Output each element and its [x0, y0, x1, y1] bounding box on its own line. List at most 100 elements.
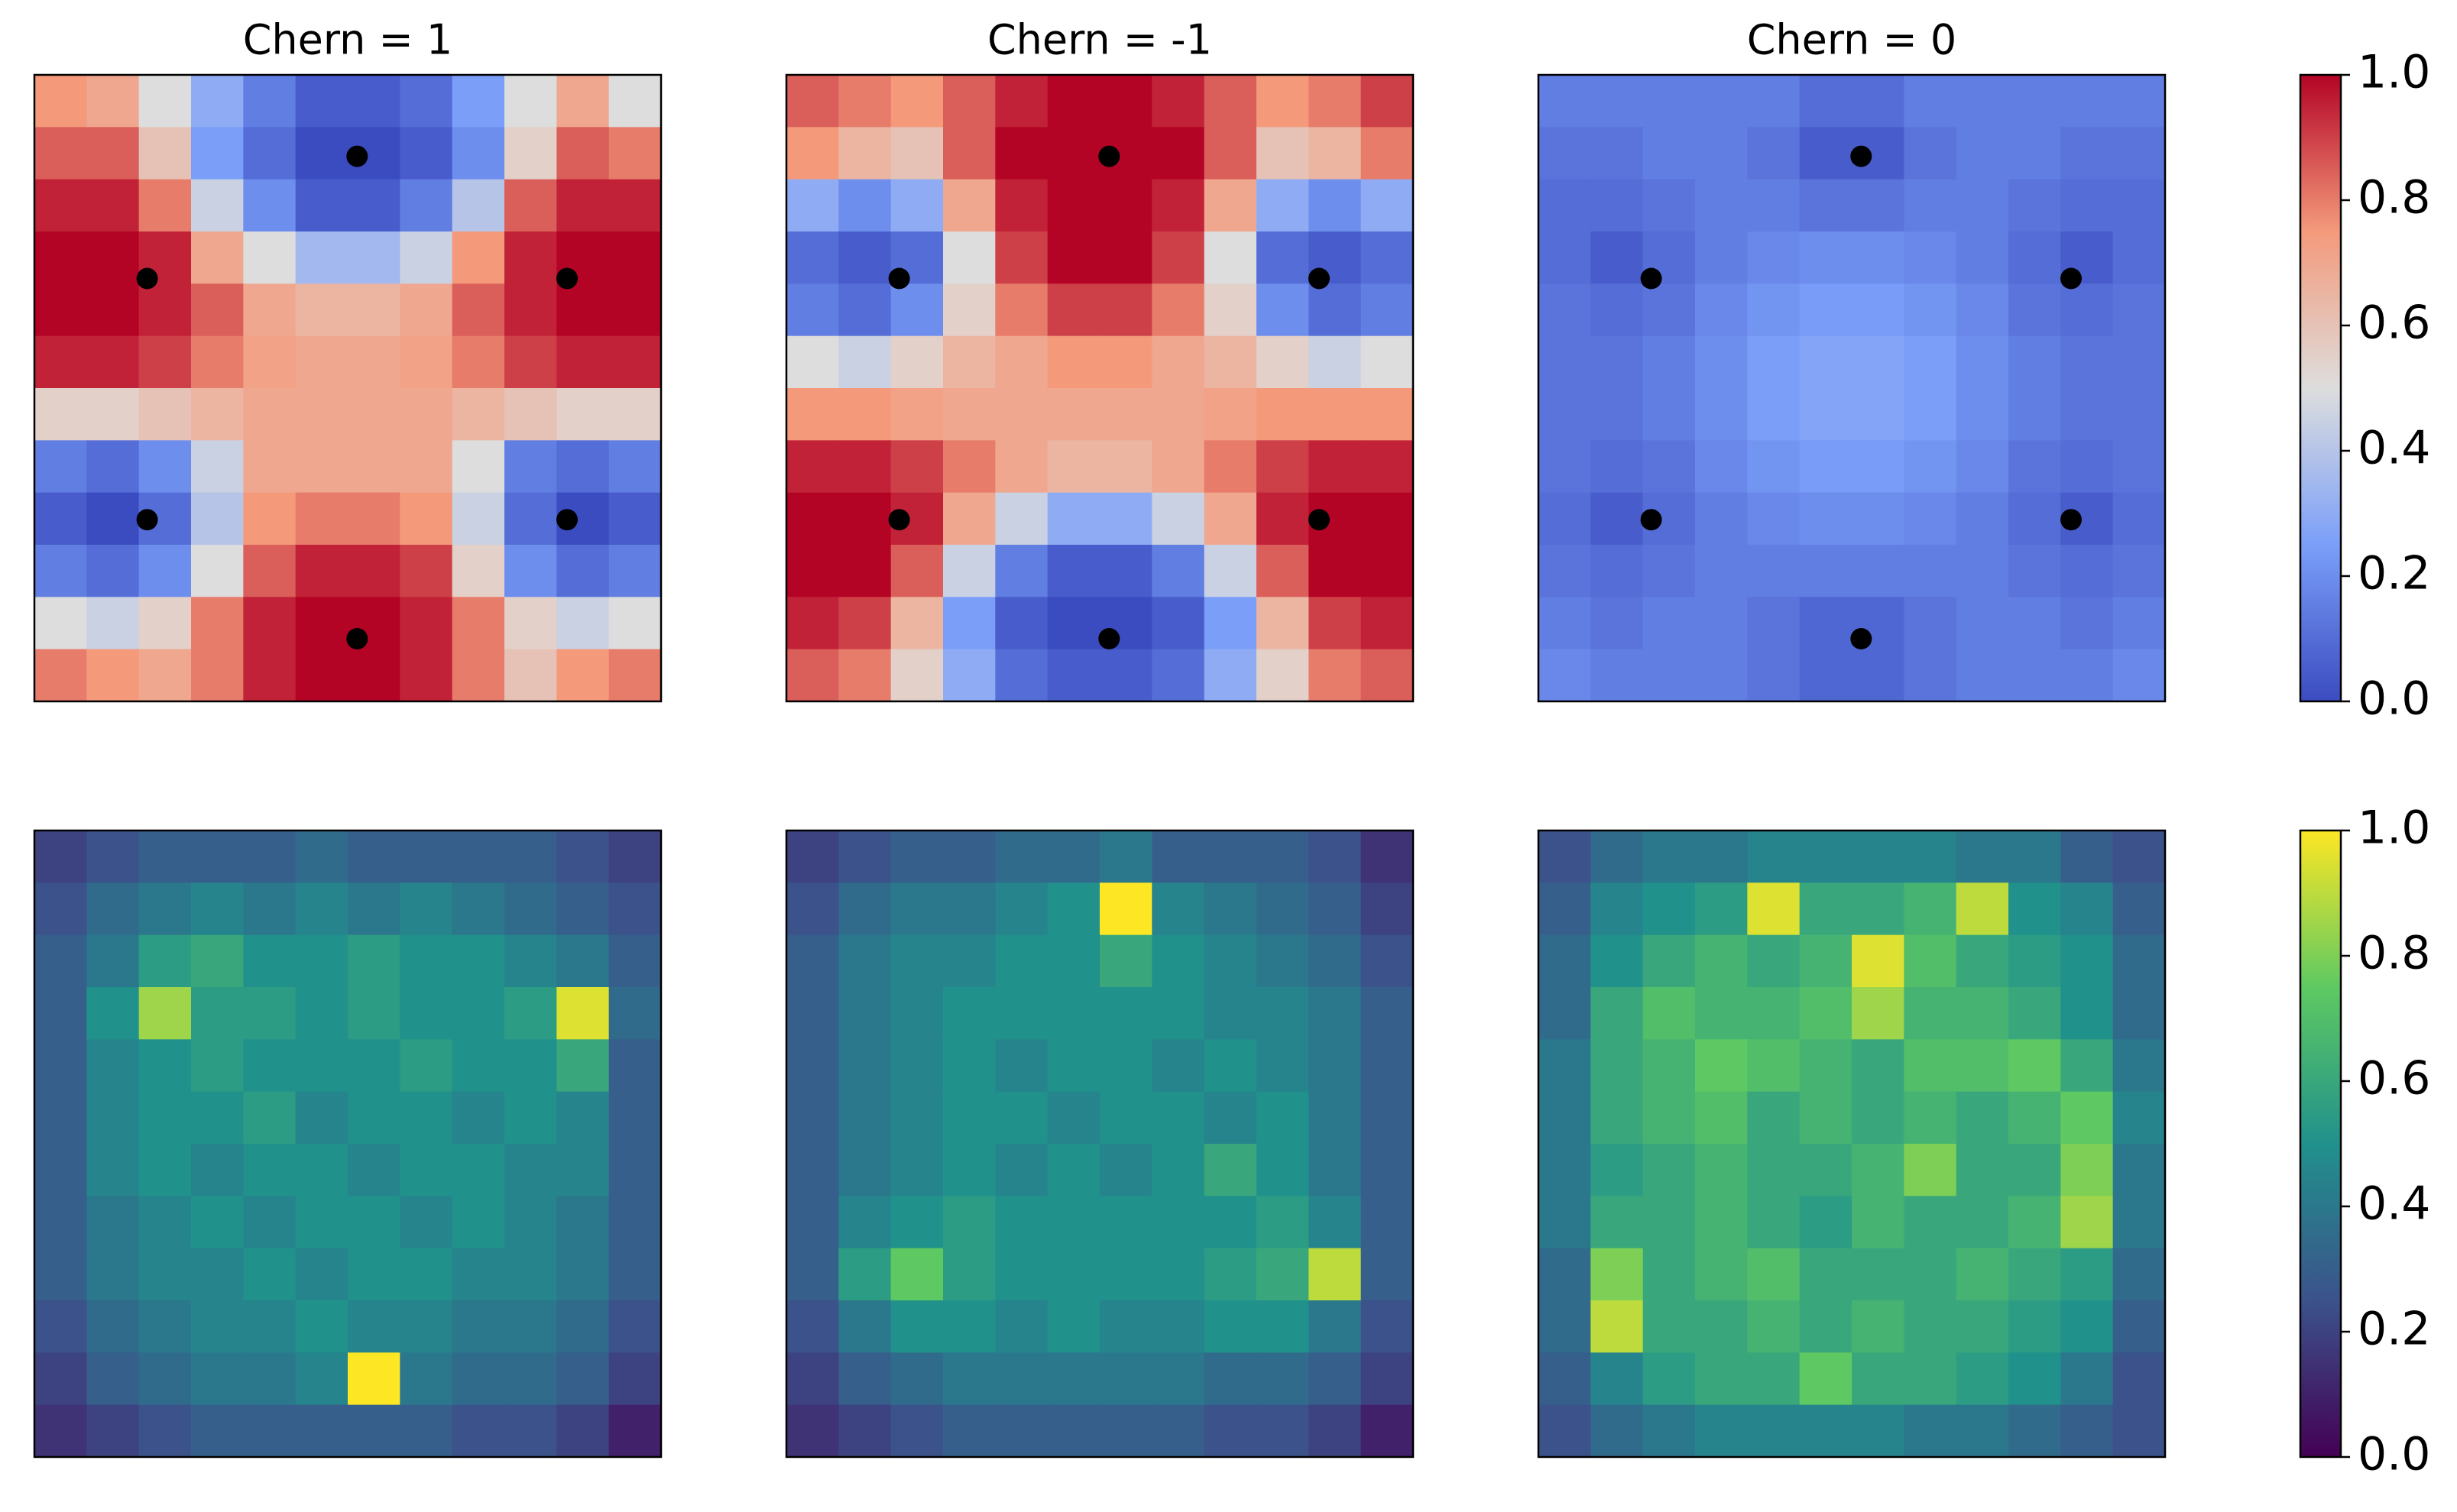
heat-cell — [191, 649, 244, 702]
heat-cell — [943, 335, 996, 389]
heat-cell — [34, 440, 87, 494]
heat-cell — [1256, 830, 1309, 883]
heat-cell — [943, 1300, 996, 1353]
heat-cell — [1204, 440, 1257, 494]
heat-cell — [1204, 75, 1257, 128]
heat-cell — [1360, 127, 1414, 180]
heat-cell — [2008, 830, 2061, 883]
heat-cell — [1695, 335, 1748, 389]
heat-cell — [2112, 597, 2166, 650]
heat-cell — [452, 882, 505, 936]
heat-cell — [1538, 1300, 1591, 1353]
heat-cell — [1695, 597, 1748, 650]
heat-cell — [995, 1091, 1049, 1145]
heat-cell — [1956, 1091, 2009, 1145]
heat-cell — [1047, 545, 1100, 597]
heat-cell — [1204, 1196, 1257, 1249]
heat-cell — [504, 1352, 557, 1406]
heat-cell — [608, 1404, 662, 1458]
heat-cell — [138, 127, 192, 180]
heat-cell — [2008, 1352, 2061, 1406]
heat-cell — [348, 830, 400, 883]
heat-cell — [1695, 830, 1748, 883]
heat-cell — [1204, 1091, 1257, 1145]
heat-cell — [2112, 179, 2166, 232]
heat-cell — [243, 1091, 297, 1145]
heat-cell — [1956, 335, 2009, 389]
heat-cell — [243, 335, 297, 389]
heat-cell — [2060, 649, 2114, 702]
heat-cell — [1852, 492, 1904, 546]
heat-cell — [1747, 934, 1801, 988]
heat-cell — [1256, 1300, 1309, 1353]
marker-dot — [556, 509, 578, 531]
heat-cell — [1642, 649, 1696, 702]
heat-cell — [191, 492, 244, 546]
heat-cell — [1308, 127, 1362, 180]
heat-cell — [34, 545, 87, 597]
heat-cell — [890, 179, 944, 232]
heat-cell — [608, 388, 662, 441]
heat-cell — [243, 649, 297, 702]
heat-cell — [1747, 830, 1801, 883]
heat-cell — [34, 830, 87, 883]
heat-cell — [295, 830, 348, 883]
heat-cell — [1799, 1144, 1852, 1196]
heat-cell — [2008, 283, 2061, 337]
heat-cell — [452, 1248, 505, 1301]
heat-cell — [1799, 283, 1852, 337]
heat-cell — [243, 597, 297, 650]
heat-cell — [1956, 492, 2009, 546]
heat-cell — [1747, 1091, 1801, 1145]
heat-cell — [86, 1196, 140, 1249]
heat-cell — [1904, 987, 1957, 1040]
heat-cell — [943, 597, 996, 650]
heat-cell — [243, 1196, 297, 1249]
panel-title: Chern = -1 — [987, 16, 1212, 64]
heat-cell — [86, 597, 140, 650]
heat-cell — [400, 830, 453, 883]
heat-cell — [1360, 987, 1414, 1040]
heat-cell — [1256, 1039, 1309, 1093]
heat-cell — [608, 830, 662, 883]
heat-cell — [86, 934, 140, 988]
colorbar-tick-label: 0.6 — [2358, 296, 2430, 350]
heat-cell — [2060, 1248, 2114, 1301]
heat-cell — [191, 440, 244, 494]
marker-dot — [1850, 145, 1872, 167]
heat-cell — [608, 597, 662, 650]
heat-cell — [1152, 127, 1205, 180]
heat-cell — [1590, 283, 1644, 337]
heat-cell — [34, 934, 87, 988]
heat-cell — [2112, 127, 2166, 180]
heat-cell — [34, 283, 87, 337]
heat-cell — [1100, 830, 1152, 883]
heat-cell — [786, 649, 839, 702]
heat-cell — [890, 388, 944, 441]
heat-cell — [1047, 127, 1100, 180]
heat-cell — [348, 1300, 400, 1353]
heat-cell — [1308, 830, 1362, 883]
heat-cell — [138, 1352, 192, 1406]
heat-cell — [890, 335, 944, 389]
heat-cell — [2060, 1144, 2114, 1196]
heat-cell — [34, 388, 87, 441]
heat-cell — [786, 830, 839, 883]
heat-cell — [348, 1039, 400, 1093]
heat-cell — [2008, 440, 2061, 494]
heat-cell — [2060, 127, 2114, 180]
heat-cell — [1538, 1352, 1591, 1406]
heat-cell — [1904, 545, 1957, 597]
heat-cell — [1799, 597, 1852, 650]
heat-cell — [890, 283, 944, 337]
heat-cell — [608, 75, 662, 128]
heat-cell — [995, 335, 1049, 389]
heat-cell — [452, 1196, 505, 1249]
heat-cell — [943, 388, 996, 441]
heat-cell — [556, 1144, 610, 1196]
heat-cell — [348, 388, 400, 441]
heat-cell — [2112, 545, 2166, 597]
heat-cell — [191, 1196, 244, 1249]
heat-cell — [348, 1404, 400, 1458]
heat-cell — [1590, 830, 1644, 883]
